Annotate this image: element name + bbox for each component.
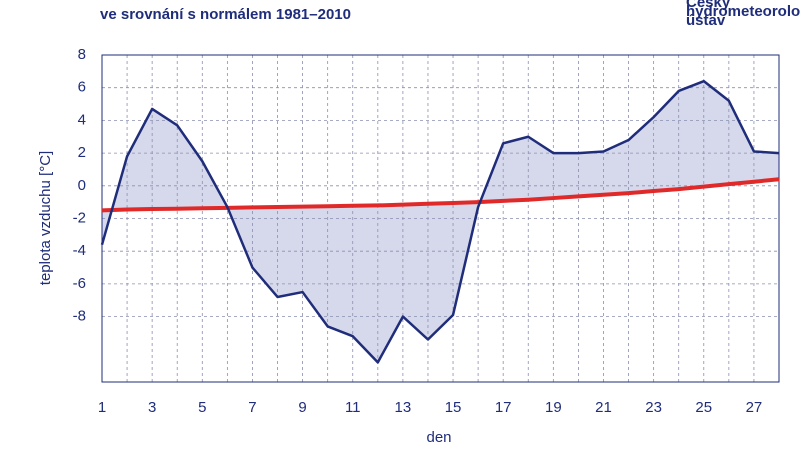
y-tick-label: 6: [78, 79, 86, 96]
x-tick-label: 19: [545, 399, 562, 416]
y-tick-label: 4: [78, 111, 86, 128]
source: ústav: [686, 12, 726, 29]
plot-frame: [101, 54, 780, 383]
x-tick-label: 21: [595, 399, 612, 416]
y-tick-label: -4: [73, 242, 86, 259]
y-axis-label: teplota vzduchu [°C]: [37, 151, 54, 285]
line: [100, 79, 780, 364]
x-tick-label: 15: [445, 399, 462, 416]
x-tick-label: 11: [345, 399, 361, 416]
x-tick-label: 27: [746, 399, 763, 416]
x-tick-label: 23: [645, 399, 662, 416]
y-tick-label: 0: [78, 177, 86, 194]
x-tick-label: 25: [695, 399, 712, 416]
chart-title: ve srovnání s normálem 1981–2010: [100, 6, 351, 23]
source: Český: [686, 0, 731, 11]
y-tick-label: -2: [73, 209, 86, 226]
y-tick-label: 8: [78, 46, 86, 63]
y-tick-label: -8: [73, 308, 86, 325]
x-tick-label: 17: [495, 399, 512, 416]
x-tick-label: 9: [298, 399, 306, 416]
y-tick-label: 2: [78, 144, 86, 161]
x-axis-label: den: [426, 429, 451, 446]
y-tick-label: -6: [73, 275, 86, 292]
line: [101, 177, 780, 213]
x-tick-label: 3: [148, 399, 156, 416]
difference-area: [102, 81, 779, 363]
x-tick-label: 5: [198, 399, 206, 416]
x-tick-label: 13: [395, 399, 412, 416]
x-tick-label: 7: [248, 399, 256, 416]
x-tick-label: 1: [98, 399, 106, 416]
source: hydrometeorologický: [686, 3, 800, 20]
